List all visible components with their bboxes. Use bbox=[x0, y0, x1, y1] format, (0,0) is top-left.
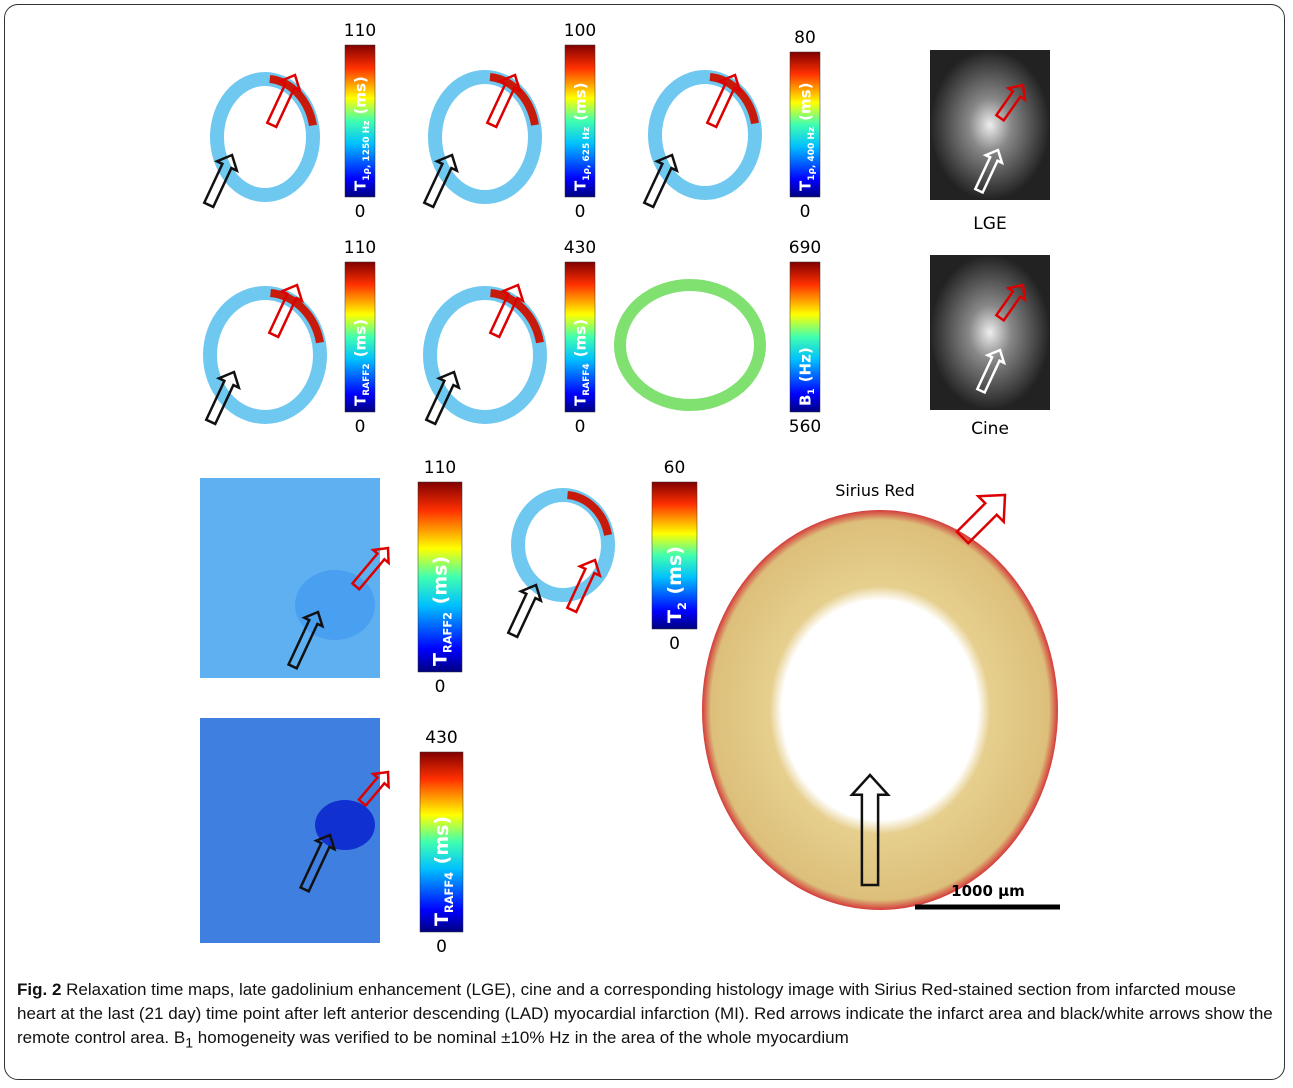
scale-bar-label: 1000 µm bbox=[951, 882, 1025, 900]
colorbar-min: 0 bbox=[435, 677, 446, 697]
image-label: Cine bbox=[971, 419, 1009, 439]
colorbar-min: 0 bbox=[800, 202, 811, 222]
colorbar-max: 690 bbox=[789, 238, 821, 258]
mri-image bbox=[930, 255, 1050, 410]
label-unit: (ms) bbox=[571, 83, 589, 121]
blood-pool bbox=[295, 570, 375, 640]
label-unit: (ms) bbox=[796, 83, 814, 121]
label-subscript: RAFF4 bbox=[442, 872, 456, 913]
label-subscript: 1ρ, 1250 Hz bbox=[362, 121, 372, 181]
blood-pool bbox=[315, 800, 375, 850]
colorbar-max: 100 bbox=[564, 21, 596, 41]
colorbar-min: 0 bbox=[575, 417, 586, 437]
caption-text: homogeneity was verified to be nominal ±… bbox=[193, 1028, 849, 1047]
caption: Fig. 2 Relaxation time maps, late gadoli… bbox=[17, 978, 1279, 1055]
b1-ring bbox=[620, 285, 760, 405]
colorbar-label: B1 (Hz) bbox=[796, 347, 817, 406]
page: 1000 µmSirius RedLGECine1100T1ρ, 1250 Hz… bbox=[0, 0, 1293, 1088]
colorbar-min: 0 bbox=[575, 202, 586, 222]
label-unit: (Hz) bbox=[796, 347, 814, 382]
colorbar-max: 60 bbox=[664, 458, 686, 478]
label-unit: (ms) bbox=[664, 546, 686, 594]
label-subscript: 1 bbox=[807, 388, 817, 394]
image-label: LGE bbox=[973, 214, 1006, 234]
colorbar-max: 430 bbox=[425, 728, 457, 748]
colorbar-max: 110 bbox=[424, 458, 456, 478]
colorbar-min: 0 bbox=[436, 937, 447, 957]
label-unit: (ms) bbox=[431, 816, 453, 864]
colorbar-max: 430 bbox=[564, 238, 596, 258]
histology-label: Sirius Red bbox=[835, 481, 915, 500]
figure: 1000 µmSirius RedLGECine1100T1ρ, 1250 Hz… bbox=[0, 0, 1293, 975]
label-unit: (ms) bbox=[351, 76, 369, 114]
label-symbol: B bbox=[796, 395, 814, 406]
colorbar-label: T2 (ms) bbox=[664, 546, 689, 623]
label-symbol: T bbox=[431, 913, 453, 926]
caption-subscript: 1 bbox=[185, 1035, 193, 1051]
colorbar-min: 560 bbox=[789, 417, 821, 437]
label-symbol: T bbox=[430, 653, 452, 666]
label-unit: (ms) bbox=[351, 319, 369, 357]
label-subscript: RAFF4 bbox=[582, 363, 592, 395]
label-symbol: T bbox=[664, 610, 686, 623]
colorbar-max: 80 bbox=[794, 28, 816, 48]
colorbar-min: 0 bbox=[669, 634, 680, 654]
label-subscript: RAFF2 bbox=[362, 363, 372, 395]
caption-symbol: B bbox=[174, 1028, 185, 1047]
histology-section bbox=[702, 510, 1058, 910]
colorbar-max: 110 bbox=[344, 21, 376, 41]
label-subscript: 1ρ, 400 Hz bbox=[807, 127, 817, 181]
label-subscript: 1ρ, 625 Hz bbox=[582, 127, 592, 181]
label-subscript: RAFF2 bbox=[440, 612, 454, 653]
colorbar-max: 110 bbox=[344, 238, 376, 258]
label-unit: (ms) bbox=[430, 556, 452, 604]
label-subscript: 2 bbox=[675, 602, 689, 610]
caption-title: Fig. 2 bbox=[17, 980, 61, 999]
label-unit: (ms) bbox=[571, 319, 589, 357]
colorbar-min: 0 bbox=[355, 202, 366, 222]
colorbar-min: 0 bbox=[355, 417, 366, 437]
